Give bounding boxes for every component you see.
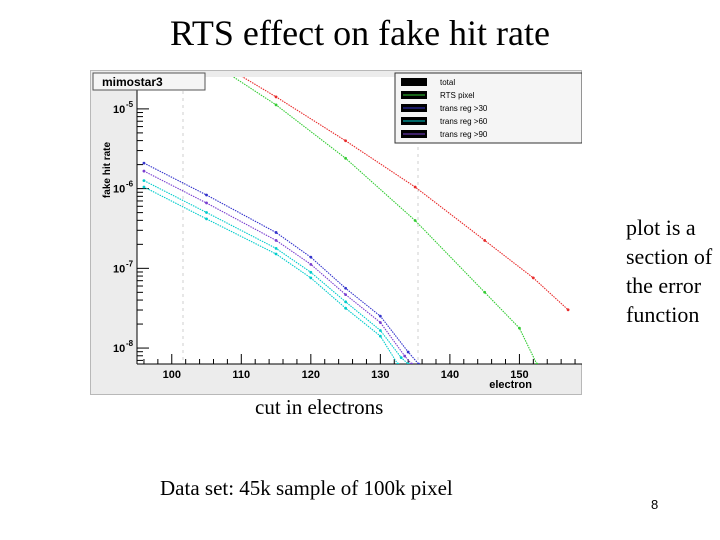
data-point <box>309 262 313 266</box>
y-tick-exponent: -6 <box>126 180 134 189</box>
data-point <box>205 217 208 221</box>
data-point <box>344 156 347 160</box>
data-point <box>406 350 410 354</box>
data-point <box>274 103 278 107</box>
data-point <box>518 326 521 330</box>
data-point <box>406 362 410 364</box>
page-number: 8 <box>651 497 659 512</box>
dataset-note: Data set: 45k sample of 100k pixel <box>160 476 453 500</box>
data-point <box>344 306 347 310</box>
legend-label: total <box>440 78 455 87</box>
x-tick-label: 110 <box>232 369 250 381</box>
x-tick-label: 130 <box>371 369 389 381</box>
x-tick-label: 140 <box>441 369 459 381</box>
data-point <box>274 252 278 256</box>
data-point <box>535 362 539 364</box>
x-tick-label: 100 <box>163 369 181 381</box>
side-note: plot is a section of the error function <box>626 215 713 327</box>
data-point <box>309 276 313 280</box>
data-point <box>274 239 278 242</box>
data-point <box>205 201 208 205</box>
y-tick-label: 10 <box>113 184 125 196</box>
data-point <box>531 276 535 280</box>
data-point <box>274 247 278 250</box>
data-point <box>274 95 278 99</box>
data-point <box>483 239 487 242</box>
data-point <box>378 321 382 324</box>
data-point <box>378 334 382 338</box>
y-tick-exponent: -5 <box>126 100 134 109</box>
data-point <box>410 362 414 364</box>
y-tick-label: 10 <box>113 263 125 275</box>
data-point <box>309 270 313 274</box>
data-point <box>344 293 347 297</box>
chart-title: mimostar3 <box>102 75 163 89</box>
y-tick-label: 10 <box>113 104 125 116</box>
series-line-trans-reg-60 <box>143 180 409 364</box>
data-point <box>344 286 347 290</box>
data-point <box>378 314 382 318</box>
data-point <box>309 255 313 259</box>
y-tick-exponent: -8 <box>126 339 134 348</box>
data-point <box>566 308 570 312</box>
data-point <box>403 354 407 358</box>
data-point <box>417 362 421 364</box>
legend-label: trans reg >30 <box>440 104 488 113</box>
data-point <box>205 211 208 214</box>
legend-label: RTS pixel <box>440 91 475 100</box>
data-point <box>142 169 146 173</box>
y-axis-label: fake hit rate <box>102 141 113 198</box>
legend: total RTS pixel trans reg >30 trans reg >60… <box>394 72 582 144</box>
data-point <box>205 193 208 197</box>
x-axis-label: electron <box>489 379 532 391</box>
data-point <box>483 290 487 294</box>
y-tick-exponent: -7 <box>126 259 134 268</box>
data-point <box>396 362 400 364</box>
legend-label: trans reg >90 <box>440 130 488 139</box>
data-point <box>344 300 347 304</box>
x-caption: cut in electrons <box>255 395 384 419</box>
data-point <box>399 356 403 360</box>
data-point <box>413 185 417 189</box>
series-line-trans-reg-90 <box>143 170 413 364</box>
data-point <box>142 179 146 183</box>
data-point <box>378 329 382 332</box>
series-line-trans-reg-30 <box>143 162 420 364</box>
chart-title-box <box>92 72 206 91</box>
slide-title: RTS effect on fake hit rate <box>169 13 551 53</box>
y-tick-label: 10 <box>113 343 125 355</box>
data-point <box>142 185 146 189</box>
legend-items: total RTS pixel trans reg >30 trans reg >60… <box>401 78 488 139</box>
legend-label: trans reg >60 <box>440 117 488 126</box>
data-point <box>142 161 146 165</box>
x-tick-label: 120 <box>302 369 320 381</box>
data-point <box>413 219 417 222</box>
data-point <box>274 231 278 234</box>
x-tick-label: 150 <box>510 369 528 381</box>
data-point <box>344 139 347 143</box>
series-layer <box>142 77 570 364</box>
